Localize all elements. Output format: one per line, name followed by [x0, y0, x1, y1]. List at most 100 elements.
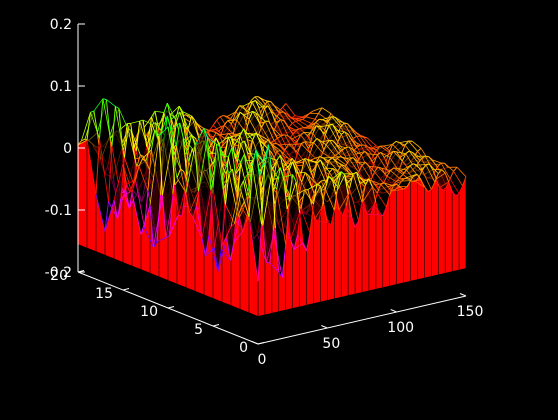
mesh-line: [307, 159, 318, 164]
mesh-line: [227, 147, 233, 157]
mesh-line: [257, 224, 262, 282]
mesh-line: [344, 165, 355, 175]
mesh-line: [243, 165, 253, 182]
mesh-line: [271, 172, 276, 229]
mesh-line: [376, 192, 387, 208]
mesh-line: [325, 139, 330, 145]
mesh-line: [291, 134, 301, 140]
mesh-line: [293, 234, 299, 250]
mesh-line: [223, 125, 234, 135]
mesh-line: [241, 206, 251, 223]
mesh-line: [337, 164, 342, 172]
mesh-line: [227, 119, 237, 121]
mesh-line: [361, 151, 366, 156]
mesh-line: [258, 134, 269, 141]
mesh-line: [401, 144, 406, 154]
mesh-line: [399, 174, 404, 179]
mesh-line: [453, 170, 463, 187]
mesh-line: [441, 169, 446, 174]
mesh-line: [304, 141, 309, 149]
mesh-line: [280, 134, 285, 137]
mesh-line: [95, 194, 106, 232]
mesh-line: [262, 225, 267, 263]
mesh-line: [93, 98, 104, 112]
mesh-line: [310, 156, 320, 161]
mesh-line: [194, 128, 205, 147]
mesh-line: [211, 137, 217, 155]
y-tick-label: 15: [95, 286, 113, 302]
mesh-line: [413, 173, 418, 176]
mesh-line: [341, 147, 346, 151]
mesh-line: [131, 192, 142, 235]
x-axis-line: [257, 295, 467, 345]
mesh-line: [424, 186, 429, 192]
mesh-line: [212, 188, 223, 246]
mesh-line: [291, 158, 302, 174]
mesh-line: [421, 170, 432, 190]
mesh-line: [224, 133, 229, 139]
mesh-line: [309, 142, 315, 154]
mesh-line: [239, 128, 245, 136]
mesh-line: [130, 130, 141, 156]
mesh-line: [280, 118, 285, 122]
mesh-line: [408, 150, 419, 164]
mesh-line: [239, 111, 250, 120]
mesh-line: [335, 129, 340, 139]
mesh-line: [212, 144, 217, 189]
y-tick: [212, 324, 220, 327]
mesh-line: [178, 105, 189, 129]
mesh-line: [352, 173, 363, 203]
mesh-line: [344, 157, 354, 159]
mesh-line: [387, 186, 392, 191]
mesh-line: [357, 154, 362, 162]
mesh-line: [302, 116, 307, 120]
y-tick-label: 20: [50, 268, 68, 284]
mesh-line: [332, 123, 342, 135]
mesh-line: [322, 144, 327, 153]
mesh-line: [389, 185, 394, 195]
mesh-line: [242, 180, 248, 197]
mesh-line: [171, 145, 181, 170]
mesh-line: [255, 149, 260, 177]
mesh-line: [236, 112, 241, 121]
mesh-line: [327, 116, 333, 122]
x-tick: [321, 325, 328, 329]
mesh-line: [236, 163, 242, 201]
mesh-line: [302, 242, 307, 251]
mesh-line: [448, 181, 453, 192]
mesh-line: [118, 108, 123, 147]
mesh-line: [264, 105, 269, 110]
mesh-line: [405, 150, 410, 155]
mesh-line: [383, 182, 389, 188]
mesh-line: [382, 206, 387, 217]
mesh-line: [251, 100, 256, 103]
mesh-line: [140, 204, 151, 235]
mesh-line: [367, 146, 377, 151]
mesh-line: [449, 170, 454, 180]
mesh-line: [332, 157, 342, 166]
mesh-line: [284, 134, 289, 137]
mesh-line: [352, 148, 362, 156]
mesh-line: [303, 131, 308, 137]
mesh-line: [292, 143, 302, 146]
mesh-line: [243, 140, 249, 154]
mesh-line: [328, 157, 333, 162]
mesh-line: [340, 164, 351, 175]
mesh-line: [340, 122, 345, 128]
mesh-line: [248, 119, 259, 136]
mesh-line: [458, 185, 463, 194]
mesh-line: [300, 189, 305, 209]
mesh-line: [90, 110, 95, 113]
mesh-line: [316, 162, 327, 183]
mesh-line: [255, 132, 266, 154]
mesh-line: [187, 134, 193, 151]
mesh-line: [261, 120, 266, 128]
mesh-line: [295, 181, 301, 213]
mesh-line: [135, 179, 145, 228]
mesh-line: [362, 200, 368, 214]
mesh-line: [366, 202, 377, 214]
mesh-line: [120, 191, 131, 199]
x-tick: [459, 293, 467, 297]
mesh-line: [104, 199, 115, 232]
mesh-line: [230, 223, 235, 227]
